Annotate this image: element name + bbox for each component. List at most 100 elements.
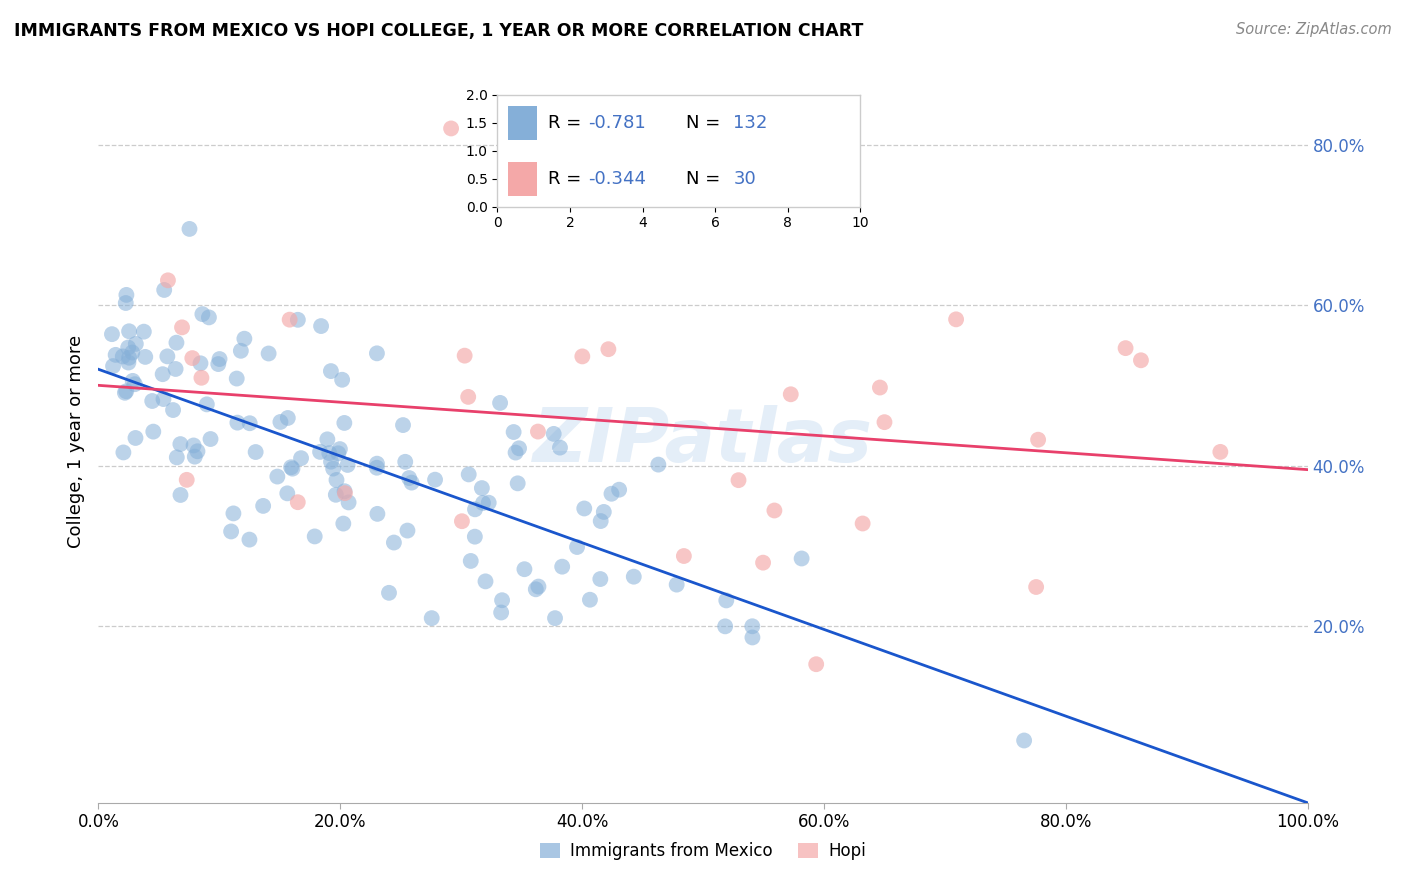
Point — [278, 312, 301, 326]
Point — [276, 486, 298, 500]
Point — [752, 556, 775, 570]
Point — [392, 418, 415, 433]
Point — [226, 416, 249, 430]
Point — [574, 501, 596, 516]
Point — [527, 425, 550, 439]
Point — [505, 445, 527, 459]
Point — [548, 441, 571, 455]
Point — [333, 486, 356, 500]
Point — [239, 416, 262, 430]
Point — [474, 574, 496, 589]
Point — [101, 359, 124, 373]
Point — [208, 352, 231, 367]
Point — [245, 445, 267, 459]
Point — [420, 611, 443, 625]
Point — [457, 467, 479, 482]
Point — [170, 320, 193, 334]
Point — [114, 296, 136, 310]
Point — [382, 535, 405, 549]
Point — [165, 362, 187, 376]
Point — [1012, 733, 1035, 747]
Point — [134, 350, 156, 364]
Point — [181, 351, 204, 365]
Point — [457, 390, 479, 404]
Point — [665, 577, 688, 591]
Point — [200, 432, 222, 446]
Point — [318, 446, 340, 460]
Point — [257, 346, 280, 360]
Point — [571, 350, 593, 364]
Point — [1209, 445, 1232, 459]
Point — [121, 345, 143, 359]
Point — [184, 450, 207, 464]
Point — [589, 572, 612, 586]
Point — [623, 570, 645, 584]
Point — [478, 496, 501, 510]
Point — [489, 396, 512, 410]
Point — [589, 514, 612, 528]
Point — [124, 377, 146, 392]
Point — [269, 415, 291, 429]
Point — [176, 473, 198, 487]
Point — [117, 355, 139, 369]
Point — [607, 483, 630, 497]
Point — [281, 461, 304, 475]
Point — [121, 374, 143, 388]
Point — [124, 431, 146, 445]
Point — [464, 530, 486, 544]
Point — [336, 458, 359, 472]
Point — [741, 619, 763, 633]
Point — [225, 371, 247, 385]
Point — [198, 310, 221, 325]
Point — [945, 312, 967, 326]
Point — [329, 442, 352, 456]
Point — [186, 444, 208, 458]
Point — [115, 384, 138, 399]
Point — [277, 411, 299, 425]
Point — [191, 307, 214, 321]
Point — [378, 586, 401, 600]
Point — [579, 592, 602, 607]
Point — [222, 507, 245, 521]
Point — [190, 371, 212, 385]
Point — [117, 341, 139, 355]
Point — [114, 385, 136, 400]
Point — [451, 514, 474, 528]
Point — [115, 288, 138, 302]
Point — [398, 471, 420, 485]
Point — [319, 455, 342, 469]
Point — [741, 631, 763, 645]
Point — [111, 350, 134, 364]
Text: ZIPatlas: ZIPatlas — [533, 405, 873, 478]
Point — [1115, 341, 1137, 355]
Point — [153, 283, 176, 297]
Point — [195, 397, 218, 411]
Point — [330, 373, 353, 387]
Point — [207, 357, 229, 371]
Point — [460, 554, 482, 568]
Point — [527, 580, 550, 594]
Point — [316, 433, 339, 447]
Point — [394, 455, 416, 469]
Point — [219, 524, 242, 539]
Point — [141, 394, 163, 409]
Point — [309, 445, 332, 459]
Point — [156, 350, 179, 364]
Point — [252, 499, 274, 513]
Point — [166, 450, 188, 465]
Point — [101, 327, 124, 342]
Point — [396, 524, 419, 538]
Point — [472, 496, 495, 510]
Point — [183, 438, 205, 452]
Point — [325, 473, 347, 487]
Point — [333, 484, 356, 499]
Legend: Immigrants from Mexico, Hopi: Immigrants from Mexico, Hopi — [534, 836, 872, 867]
Point — [152, 392, 174, 406]
Point — [366, 460, 388, 475]
Point — [453, 349, 475, 363]
Text: Source: ZipAtlas.com: Source: ZipAtlas.com — [1236, 22, 1392, 37]
Point — [309, 319, 332, 334]
Point — [592, 505, 614, 519]
Point — [280, 460, 302, 475]
Point — [118, 324, 141, 338]
